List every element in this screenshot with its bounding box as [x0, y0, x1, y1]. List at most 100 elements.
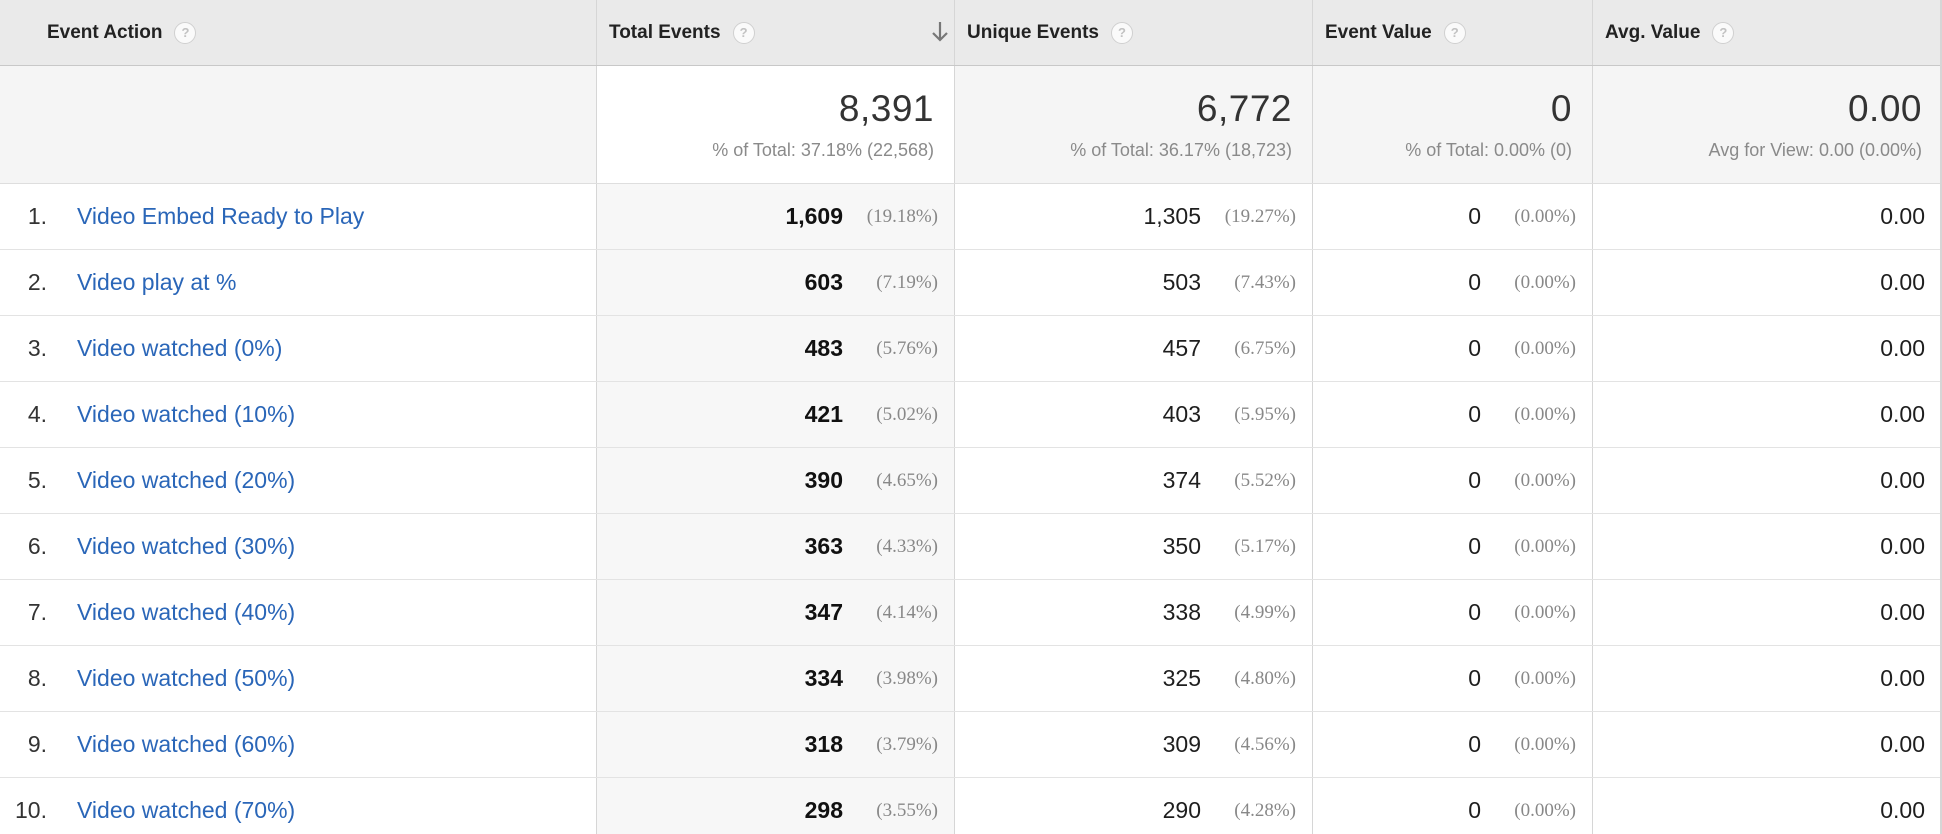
event-value-cell: 0 (0.00%) — [1313, 514, 1593, 579]
help-icon[interactable]: ? — [174, 21, 197, 44]
total-events-cell: 1,609 (19.18%) — [597, 184, 955, 249]
total-events-cell: 363 (4.33%) — [597, 514, 955, 579]
event-action-link[interactable]: Video watched (40%) — [77, 599, 296, 625]
total-events-pct: (5.76%) — [876, 337, 938, 359]
total-events-value: 421 — [804, 401, 843, 427]
unique-events-cell: 457 (6.75%) — [955, 316, 1313, 381]
event-value-value: 0 — [1468, 797, 1481, 823]
event-value-pct: (0.00%) — [1514, 535, 1576, 557]
help-icon[interactable]: ? — [732, 21, 755, 44]
event-value-pct: (0.00%) — [1514, 733, 1576, 755]
event-action-link[interactable]: Video Embed Ready to Play — [77, 203, 365, 229]
help-icon[interactable]: ? — [1712, 21, 1735, 44]
row-rank: 1. — [27, 203, 47, 229]
event-value-cell: 0 (0.00%) — [1313, 250, 1593, 315]
event-value-cell: 0 (0.00%) — [1313, 184, 1593, 249]
header-event-action-label: Event Action — [47, 21, 163, 43]
event-value-pct: (0.00%) — [1514, 667, 1576, 689]
unique-events-pct: (6.75%) — [1234, 337, 1296, 359]
unique-events-cell: 325 (4.80%) — [955, 646, 1313, 711]
header-event-value[interactable]: Event Value ? — [1313, 0, 1593, 65]
sort-descending-icon[interactable] — [931, 20, 949, 44]
unique-events-value: 338 — [1162, 599, 1201, 625]
event-action-link[interactable]: Video watched (0%) — [77, 335, 283, 361]
total-events-pct: (5.02%) — [876, 403, 938, 425]
total-events-cell: 421 (5.02%) — [597, 382, 955, 447]
row-rank: 9. — [27, 731, 47, 757]
total-events-pct: (3.55%) — [876, 799, 938, 821]
avg-value-cell: 0.00 — [1593, 712, 1942, 777]
event-action-link[interactable]: Video play at % — [77, 269, 237, 295]
total-events-cell: 298 (3.55%) — [597, 778, 955, 834]
avg-value-value: 0.00 — [1880, 401, 1925, 427]
total-events-value: 298 — [804, 797, 843, 823]
header-avg-value[interactable]: Avg. Value ? — [1593, 0, 1942, 65]
avg-value-cell: 0.00 — [1593, 250, 1942, 315]
total-events-cell: 483 (5.76%) — [597, 316, 955, 381]
row-rank: 10. — [15, 797, 47, 823]
event-value-pct: (0.00%) — [1514, 469, 1576, 491]
totals-avg-value-value: 0.00 — [1847, 88, 1922, 129]
total-events-cell: 334 (3.98%) — [597, 646, 955, 711]
event-action-cell: 10. Video watched (70%) — [0, 778, 597, 834]
unique-events-cell: 338 (4.99%) — [955, 580, 1313, 645]
row-rank: 7. — [27, 599, 47, 625]
unique-events-cell: 503 (7.43%) — [955, 250, 1313, 315]
total-events-value: 318 — [804, 731, 843, 757]
header-event-action[interactable]: Event Action ? — [0, 0, 597, 65]
header-total-events[interactable]: Total Events ? — [597, 0, 955, 65]
event-action-link[interactable]: Video watched (20%) — [77, 467, 296, 493]
avg-value-cell: 0.00 — [1593, 382, 1942, 447]
event-action-link[interactable]: Video watched (10%) — [77, 401, 296, 427]
total-events-pct: (19.18%) — [866, 205, 938, 227]
unique-events-value: 503 — [1162, 269, 1201, 295]
event-value-pct: (0.00%) — [1514, 205, 1576, 227]
avg-value-value: 0.00 — [1880, 335, 1925, 361]
row-rank: 5. — [27, 467, 47, 493]
right-scroll-edge — [1940, 0, 1942, 834]
header-total-events-label: Total Events — [609, 21, 721, 43]
help-icon[interactable]: ? — [1110, 21, 1133, 44]
total-events-value: 390 — [804, 467, 843, 493]
event-action-link[interactable]: Video watched (50%) — [77, 665, 296, 691]
event-action-link[interactable]: Video watched (70%) — [77, 797, 296, 823]
totals-avg-value-sub: Avg for View: 0.00 (0.00%) — [1708, 140, 1922, 160]
totals-total-events-sub: % of Total: 37.18% (22,568) — [712, 140, 934, 160]
table-row: 1. Video Embed Ready to Play 1,609 (19.1… — [0, 184, 1942, 250]
unique-events-pct: (19.27%) — [1224, 205, 1296, 227]
avg-value-cell: 0.00 — [1593, 184, 1942, 249]
unique-events-value: 290 — [1162, 797, 1201, 823]
event-value-cell: 0 (0.00%) — [1313, 448, 1593, 513]
total-events-value: 603 — [804, 269, 843, 295]
event-value-cell: 0 (0.00%) — [1313, 778, 1593, 834]
total-events-cell: 318 (3.79%) — [597, 712, 955, 777]
event-value-value: 0 — [1468, 401, 1481, 427]
unique-events-value: 325 — [1162, 665, 1201, 691]
unique-events-cell: 350 (5.17%) — [955, 514, 1313, 579]
avg-value-value: 0.00 — [1880, 203, 1925, 229]
totals-row: 8,391 % of Total: 37.18% (22,568) 6,772 … — [0, 66, 1942, 184]
event-action-cell: 1. Video Embed Ready to Play — [0, 184, 597, 249]
help-icon[interactable]: ? — [1443, 21, 1466, 44]
totals-event-value: 0 % of Total: 0.00% (0) — [1313, 66, 1593, 183]
total-events-cell: 390 (4.65%) — [597, 448, 955, 513]
event-action-link[interactable]: Video watched (60%) — [77, 731, 296, 757]
event-value-value: 0 — [1468, 731, 1481, 757]
event-value-pct: (0.00%) — [1514, 403, 1576, 425]
unique-events-pct: (7.43%) — [1234, 271, 1296, 293]
event-value-cell: 0 (0.00%) — [1313, 580, 1593, 645]
table-row: 3. Video watched (0%) 483 (5.76%) 457 (6… — [0, 316, 1942, 382]
event-value-pct: (0.00%) — [1514, 271, 1576, 293]
event-value-pct: (0.00%) — [1514, 799, 1576, 821]
unique-events-pct: (4.28%) — [1234, 799, 1296, 821]
event-action-link[interactable]: Video watched (30%) — [77, 533, 296, 559]
event-value-pct: (0.00%) — [1514, 601, 1576, 623]
totals-event-value-sub: % of Total: 0.00% (0) — [1405, 140, 1572, 160]
event-value-cell: 0 (0.00%) — [1313, 712, 1593, 777]
total-events-value: 347 — [804, 599, 843, 625]
totals-unique-events: 6,772 % of Total: 36.17% (18,723) — [955, 66, 1313, 183]
event-value-cell: 0 (0.00%) — [1313, 316, 1593, 381]
totals-label-cell — [0, 66, 597, 183]
unique-events-value: 403 — [1162, 401, 1201, 427]
header-unique-events[interactable]: Unique Events ? — [955, 0, 1313, 65]
